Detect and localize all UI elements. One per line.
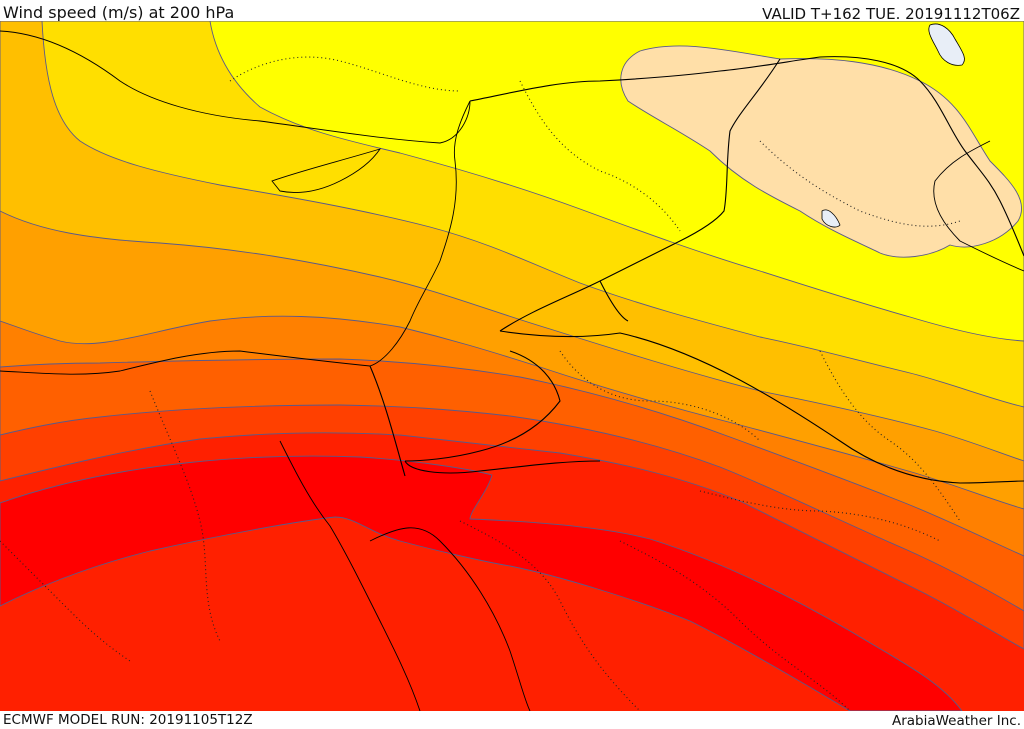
border-gulf-aqaba xyxy=(404,460,601,474)
border-iran-iraq-south xyxy=(919,80,1024,257)
coastline-turkey xyxy=(0,30,471,144)
credit-label: ArabiaWeather Inc. xyxy=(891,713,1021,729)
border-jordan-saudi-2 xyxy=(404,350,561,462)
lake-small xyxy=(821,209,841,228)
admin-boundary-9 xyxy=(0,540,131,662)
valid-time-label: VALID T+162 TUE. 20191112T06Z xyxy=(762,5,1020,23)
coastline-gulf xyxy=(933,140,1024,272)
coastline-egypt-north xyxy=(0,350,371,375)
coastline-red-sea-east xyxy=(369,527,531,711)
border-egypt-israel xyxy=(369,365,406,477)
wind-speed-map xyxy=(0,21,1024,711)
coastline-cyprus xyxy=(271,148,382,193)
coastline-red-sea-west xyxy=(279,440,421,711)
model-run-label: ECMWF MODEL RUN: 20191105T12Z xyxy=(3,712,253,728)
border-iraq-iran xyxy=(499,58,781,332)
wind-band-1-core xyxy=(620,45,1023,258)
map-title: Wind speed (m/s) at 200 hPa xyxy=(3,3,235,22)
border-turkey-syria xyxy=(469,56,921,102)
wind-band-9-core xyxy=(0,455,963,711)
border-saudi-iraq xyxy=(599,280,629,322)
coastline-levant xyxy=(369,100,471,367)
admin-boundary-8 xyxy=(619,540,851,711)
lake-urmia xyxy=(928,23,965,66)
admin-boundary-7 xyxy=(459,520,641,711)
border-jordan-saudi xyxy=(499,330,1024,484)
